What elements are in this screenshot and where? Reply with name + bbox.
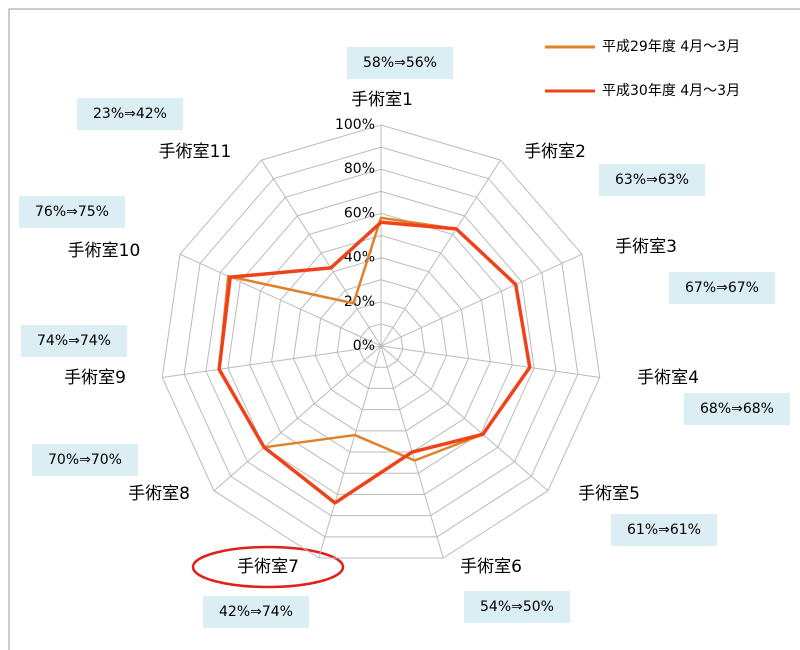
annotation-box bbox=[464, 591, 570, 623]
spoke bbox=[213, 345, 382, 492]
annotation: 61%⇒61% bbox=[627, 522, 701, 538]
annotation-box bbox=[21, 325, 127, 357]
tick-label: 0% bbox=[353, 338, 375, 354]
annotation-box bbox=[77, 98, 183, 130]
grid-ring bbox=[336, 301, 426, 389]
minor-grid-ring bbox=[271, 234, 491, 453]
spoke bbox=[380, 345, 600, 378]
category-label: 手術室3 bbox=[615, 237, 677, 257]
annotation-box bbox=[669, 272, 775, 304]
annotation-box bbox=[203, 596, 309, 628]
spoke bbox=[380, 345, 549, 492]
annotation: 54%⇒50% bbox=[480, 599, 554, 615]
category-label: 手術室4 bbox=[637, 368, 699, 388]
annotation-box bbox=[599, 164, 705, 196]
annotation: 70%⇒70% bbox=[48, 452, 122, 468]
category-label: 手術室6 bbox=[460, 557, 522, 577]
spoke bbox=[261, 159, 382, 347]
annotation-box bbox=[684, 393, 790, 425]
annotation: 42%⇒74% bbox=[219, 604, 293, 620]
frame bbox=[8, 8, 800, 650]
spoke bbox=[179, 253, 382, 347]
spoke bbox=[318, 345, 382, 559]
tick-label: 80% bbox=[344, 161, 375, 177]
annotation: 67%⇒67% bbox=[685, 280, 759, 296]
annotation: 68%⇒68% bbox=[700, 401, 774, 417]
annotation: 58%⇒56% bbox=[363, 55, 437, 71]
tick-label: 100% bbox=[335, 117, 375, 133]
annotation-box bbox=[611, 514, 717, 546]
category-label: 手術室9 bbox=[64, 368, 126, 388]
category-label: 手術室2 bbox=[524, 142, 586, 162]
minor-grid-ring bbox=[183, 146, 579, 538]
annotation: 63%⇒63% bbox=[615, 172, 689, 188]
category-label: 手術室10 bbox=[68, 241, 141, 261]
annotation-box bbox=[19, 196, 125, 228]
category-label: 手術室7 bbox=[237, 557, 299, 577]
category-label: 手術室8 bbox=[128, 484, 190, 504]
highlight-ellipse bbox=[191, 545, 345, 589]
tick-label: 20% bbox=[344, 294, 375, 310]
annotation: 74%⇒74% bbox=[37, 333, 111, 349]
spoke bbox=[380, 253, 583, 347]
category-label: 手術室5 bbox=[578, 484, 640, 504]
annotation-box bbox=[32, 444, 138, 476]
minor-grid-ring bbox=[314, 279, 448, 411]
spoke bbox=[162, 345, 382, 378]
category-label: 手術室11 bbox=[159, 142, 232, 162]
spoke bbox=[380, 159, 501, 347]
minor-grid-ring bbox=[358, 323, 404, 368]
grid-ring bbox=[205, 168, 557, 517]
minor-grid-ring bbox=[227, 190, 535, 495]
category-label: 手術室1 bbox=[351, 90, 413, 110]
tick-label: 60% bbox=[344, 205, 375, 221]
grid-ring bbox=[161, 124, 601, 559]
grid-ring bbox=[292, 257, 470, 432]
annotation: 23%⇒42% bbox=[93, 106, 167, 122]
series-line bbox=[217, 220, 532, 505]
annotation: 76%⇒75% bbox=[35, 204, 109, 220]
legend-label: 平成30年度 4月～3月 bbox=[602, 83, 740, 99]
annotation-box bbox=[347, 47, 453, 79]
legend-label: 平成29年度 4月～3月 bbox=[602, 39, 740, 55]
